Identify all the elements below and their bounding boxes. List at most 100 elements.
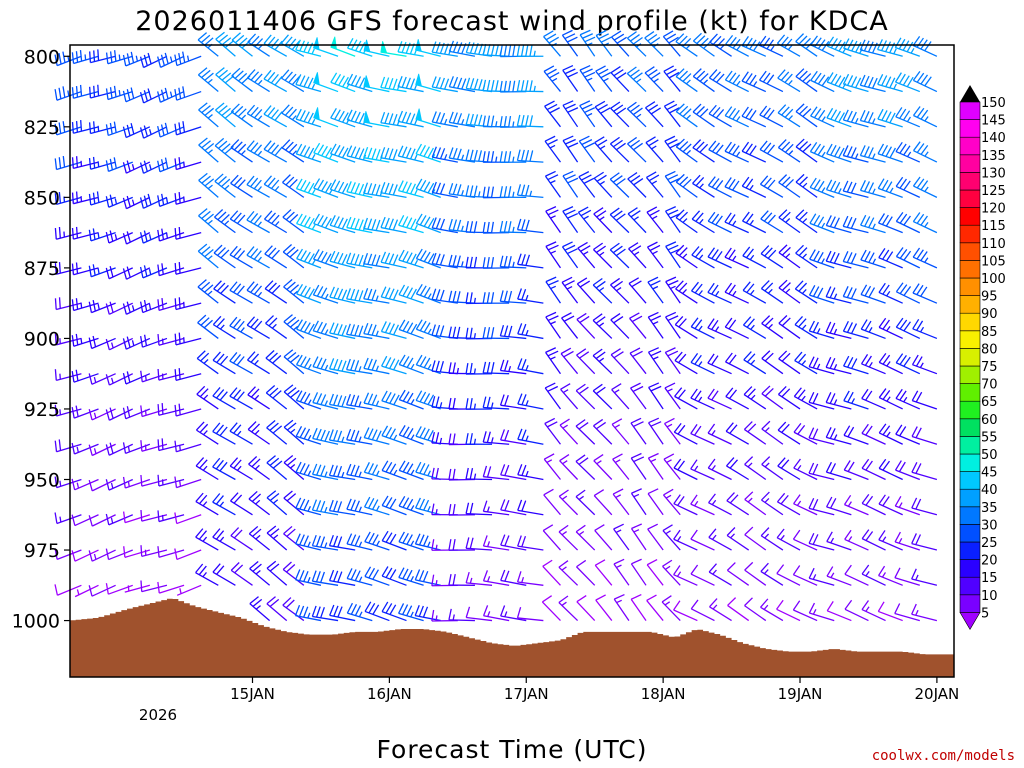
barb-full bbox=[508, 221, 512, 233]
barb-full bbox=[247, 421, 257, 430]
barb-full bbox=[423, 535, 429, 547]
barb-full bbox=[499, 290, 504, 302]
barb-half bbox=[550, 321, 556, 325]
barb-half bbox=[764, 462, 770, 468]
barb-full bbox=[780, 71, 790, 81]
barb-full bbox=[726, 457, 735, 467]
barb-full bbox=[431, 503, 435, 515]
barb-full bbox=[667, 244, 679, 251]
barb-full bbox=[663, 30, 674, 38]
barb-full bbox=[230, 139, 240, 148]
barb-full bbox=[633, 456, 645, 463]
barb-full bbox=[711, 284, 719, 295]
barb-full bbox=[525, 184, 530, 196]
barb-full bbox=[726, 527, 736, 536]
barb-full bbox=[778, 244, 788, 254]
barb-shaft bbox=[808, 507, 835, 516]
barb-full bbox=[285, 599, 295, 609]
barb-full bbox=[220, 214, 230, 223]
barb-half bbox=[749, 184, 754, 191]
barb-half bbox=[924, 186, 929, 192]
barb-full bbox=[380, 286, 387, 298]
barb-full bbox=[174, 228, 177, 240]
barb-half bbox=[376, 505, 380, 512]
barb-full bbox=[486, 292, 490, 304]
barb-full bbox=[695, 212, 704, 222]
barb-full bbox=[682, 108, 692, 117]
barb-full bbox=[75, 121, 79, 133]
barb-full bbox=[863, 40, 870, 52]
barb-full bbox=[265, 384, 276, 394]
barb-shaft bbox=[727, 604, 750, 622]
barb-full bbox=[452, 326, 457, 338]
barb-full bbox=[482, 327, 486, 339]
barb-full bbox=[899, 355, 907, 365]
barb-full bbox=[286, 281, 296, 290]
barb-full bbox=[75, 191, 79, 203]
barb-half bbox=[801, 360, 807, 366]
barb-full bbox=[402, 461, 410, 473]
barb-full bbox=[75, 405, 79, 417]
barb-full bbox=[667, 139, 678, 146]
barb-half bbox=[614, 389, 620, 394]
barb-full bbox=[88, 585, 93, 597]
barb-full bbox=[798, 105, 808, 115]
barb-full bbox=[629, 347, 641, 354]
barb-half bbox=[924, 221, 929, 228]
barb-full bbox=[521, 535, 527, 547]
barb-full bbox=[742, 246, 751, 257]
barb-full bbox=[798, 35, 808, 45]
barb-full bbox=[195, 492, 204, 503]
barb-full bbox=[465, 327, 469, 339]
barb-full bbox=[299, 570, 305, 581]
barb-half bbox=[833, 399, 838, 405]
barb-full bbox=[465, 185, 470, 197]
barb-full bbox=[270, 73, 279, 84]
barb-full bbox=[626, 66, 637, 75]
barb-full bbox=[521, 464, 527, 476]
barb-full bbox=[267, 212, 276, 222]
barb-full bbox=[878, 247, 886, 259]
barb-half bbox=[694, 465, 699, 471]
barb-full bbox=[486, 79, 491, 92]
barb-half bbox=[393, 469, 398, 476]
barb-full bbox=[881, 144, 889, 156]
barb-full bbox=[682, 143, 692, 153]
barb-full bbox=[920, 251, 928, 262]
barb-full bbox=[105, 196, 110, 208]
barb-full bbox=[329, 215, 336, 226]
barb-full bbox=[911, 354, 919, 366]
barb-full bbox=[324, 253, 332, 264]
barb-full bbox=[784, 143, 794, 153]
barb-full bbox=[54, 193, 58, 205]
x-tick-label: 18JAN bbox=[641, 685, 686, 703]
barb-full bbox=[282, 561, 292, 570]
barb-half bbox=[495, 156, 498, 163]
credit-link[interactable]: coolwx.com/models bbox=[872, 748, 1015, 764]
barb-half bbox=[578, 495, 584, 501]
barb-full bbox=[664, 382, 676, 389]
barb-full bbox=[632, 350, 643, 358]
y-tick-label: 800 bbox=[24, 46, 60, 68]
barb-full bbox=[826, 531, 833, 542]
barb-full bbox=[58, 192, 62, 204]
barb-full bbox=[418, 605, 424, 617]
barb-full bbox=[329, 286, 335, 298]
barb-full bbox=[678, 35, 688, 45]
barb-full bbox=[842, 251, 849, 262]
barb-shaft bbox=[778, 358, 801, 375]
barb-full bbox=[499, 394, 505, 406]
barb-full bbox=[71, 227, 74, 240]
barb-half bbox=[324, 400, 328, 406]
barb-full bbox=[746, 283, 755, 293]
barb-full bbox=[482, 221, 486, 234]
barb-full bbox=[406, 463, 414, 474]
barb-half bbox=[698, 325, 703, 331]
barb-half bbox=[614, 424, 621, 429]
barb-full bbox=[456, 184, 462, 196]
barb-full bbox=[911, 497, 918, 509]
x-tick-label: 20JAN bbox=[915, 685, 960, 703]
barb-full bbox=[611, 30, 622, 38]
barb-full bbox=[54, 440, 58, 452]
